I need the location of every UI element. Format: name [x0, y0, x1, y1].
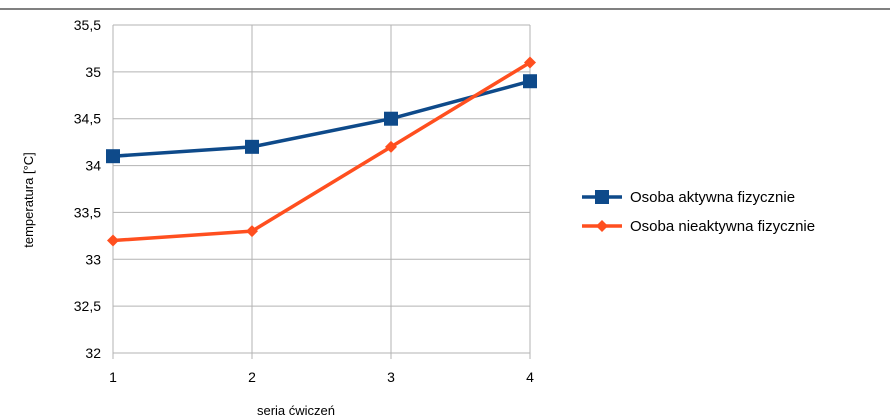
y-axis-tick-labels: 32 32,5 33 33,5 34 34,5 35 35,5: [74, 17, 101, 361]
y-tick-label: 34: [85, 158, 101, 174]
legend-marker: [595, 190, 609, 204]
legend-label: Osoba nieaktywna fizycznie: [630, 218, 815, 235]
y-axis-title: temperatura [°C]: [21, 152, 36, 248]
series-line: [112, 79, 531, 158]
y-tick-label: 32: [85, 345, 101, 361]
y-tick-label: 35: [85, 64, 101, 80]
y-tick-label: 33,5: [74, 204, 101, 220]
data-point: [106, 149, 120, 164]
legend: Osoba aktywna fizycznie Osoba nieaktywna …: [582, 189, 815, 235]
data-point: [245, 139, 259, 154]
data-point: [523, 74, 537, 89]
x-tick-label: 3: [387, 369, 395, 385]
series-1: [106, 74, 537, 164]
x-axis-tick-labels: 1 2 3 4: [109, 369, 534, 385]
y-tick-label: 35,5: [74, 17, 101, 33]
series-line: [112, 60, 531, 243]
y-tick-label: 32,5: [74, 298, 101, 314]
legend-label: Osoba aktywna fizycznie: [630, 189, 795, 206]
series-2: [107, 56, 536, 247]
data-point: [246, 225, 258, 238]
gridlines: [112, 24, 531, 359]
series-lines: [106, 56, 537, 247]
x-tick-label: 1: [109, 369, 117, 385]
legend-item-2: Osoba nieaktywna fizycznie: [582, 218, 815, 235]
data-point: [385, 140, 397, 153]
data-point: [107, 234, 119, 247]
x-tick-label: 4: [526, 369, 534, 385]
y-tick-label: 33: [85, 251, 101, 267]
y-tick-label: 34,5: [74, 111, 101, 127]
x-axis-title: seria ćwiczeń: [257, 403, 335, 418]
x-tick-label: 2: [248, 369, 256, 385]
legend-marker: [596, 220, 608, 232]
data-point: [384, 111, 398, 126]
data-point: [524, 56, 536, 69]
legend-item-1: Osoba aktywna fizycznie: [582, 189, 795, 206]
